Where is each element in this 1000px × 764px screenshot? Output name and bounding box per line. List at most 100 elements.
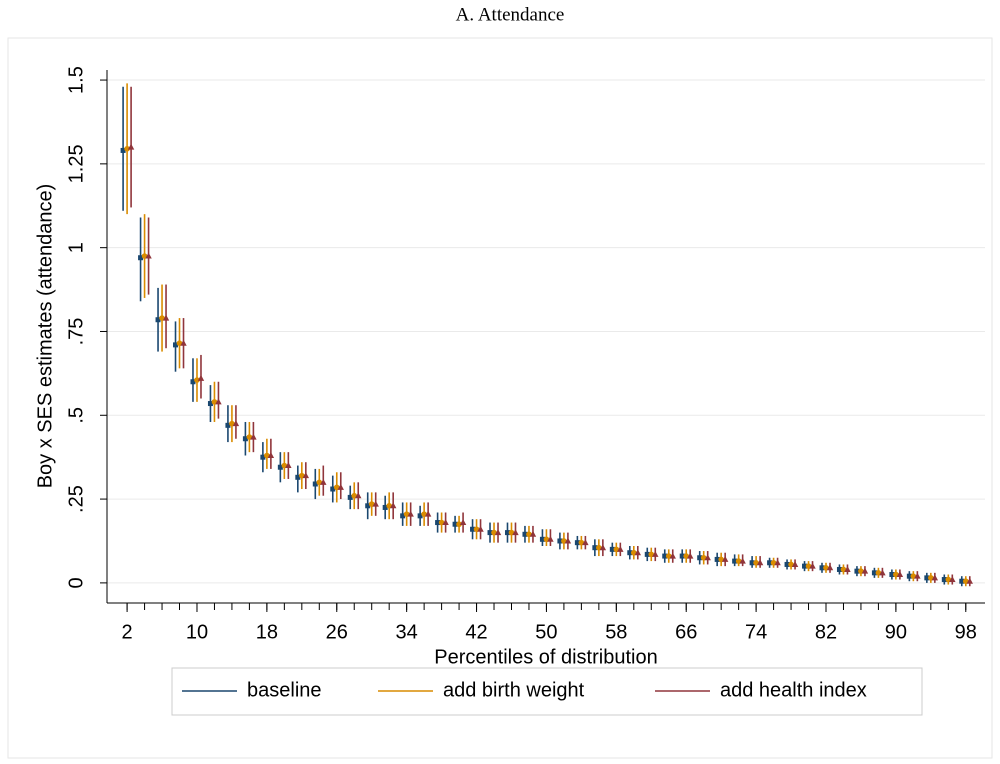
y-tick-label: .75 <box>65 318 87 346</box>
x-tick-label: 50 <box>535 621 557 643</box>
marker <box>574 540 580 546</box>
marker <box>931 574 939 581</box>
marker <box>644 551 650 557</box>
marker <box>145 252 152 259</box>
marker <box>784 561 790 567</box>
marker <box>774 559 781 566</box>
marker <box>155 317 161 323</box>
marker <box>470 526 476 532</box>
marker <box>320 478 327 485</box>
marker <box>372 500 379 507</box>
marker <box>194 377 200 383</box>
marker <box>285 462 292 469</box>
marker <box>424 510 432 517</box>
marker <box>197 374 205 381</box>
marker <box>871 570 877 576</box>
y-tick-label: 1.25 <box>65 144 87 183</box>
marker <box>355 492 362 499</box>
marker <box>599 544 607 551</box>
marker <box>844 565 851 572</box>
marker <box>791 560 799 567</box>
y-tick-label: 1 <box>65 242 87 253</box>
marker <box>330 486 336 492</box>
marker <box>529 530 537 537</box>
marker <box>564 537 572 544</box>
marker <box>277 464 283 470</box>
y-tick-label: 0 <box>65 577 87 588</box>
marker <box>914 572 921 579</box>
marker <box>417 513 423 519</box>
x-tick-label: 34 <box>396 621 418 643</box>
marker <box>756 559 764 566</box>
marker <box>180 339 187 346</box>
marker <box>582 539 589 546</box>
marker <box>267 452 275 459</box>
x-axis-title: Percentiles of distribution <box>434 646 657 668</box>
marker <box>452 521 458 527</box>
marker <box>190 379 196 385</box>
marker <box>522 531 528 537</box>
legend-label: baseline <box>247 679 322 701</box>
marker <box>879 569 886 576</box>
marker <box>295 474 301 480</box>
marker <box>836 566 842 572</box>
chart-title: A. Attendance <box>456 4 565 25</box>
y-tick-label: .5 <box>65 407 87 424</box>
marker <box>697 555 703 561</box>
marker <box>959 578 965 584</box>
marker <box>662 553 668 559</box>
marker <box>819 565 825 571</box>
x-tick-label: 58 <box>605 621 627 643</box>
legend <box>171 667 923 716</box>
marker <box>494 529 502 536</box>
marker <box>337 483 344 490</box>
marker <box>739 557 746 564</box>
marker <box>232 420 240 427</box>
marker <box>547 535 554 542</box>
marker <box>456 521 462 528</box>
x-tick-label: 2 <box>122 621 133 643</box>
marker <box>802 563 808 569</box>
marker <box>861 567 869 574</box>
marker <box>889 572 895 578</box>
marker <box>949 576 956 583</box>
y-tick-label: .25 <box>65 485 87 513</box>
marker <box>400 513 406 519</box>
marker <box>652 550 659 557</box>
marker <box>120 147 126 153</box>
marker <box>854 568 860 574</box>
legend-label: add health index <box>720 679 867 701</box>
marker <box>347 494 353 500</box>
marker <box>687 552 694 559</box>
x-tick-label: 26 <box>326 621 348 643</box>
marker <box>512 529 519 536</box>
marker <box>260 454 266 460</box>
marker <box>924 575 930 581</box>
marker <box>225 422 231 428</box>
marker <box>966 577 973 584</box>
x-tick-label: 98 <box>955 621 977 643</box>
x-tick-label: 18 <box>256 621 278 643</box>
y-axis-title: Boy x SES estimates (attendance) <box>34 184 56 489</box>
marker <box>382 504 388 510</box>
marker <box>207 401 213 407</box>
x-tick-label: 90 <box>885 621 907 643</box>
marker <box>138 255 144 261</box>
marker <box>242 436 248 442</box>
marker <box>539 536 545 542</box>
marker <box>767 560 773 566</box>
marker <box>127 143 135 150</box>
marker <box>250 433 257 440</box>
marker <box>365 503 371 509</box>
marker <box>732 558 738 564</box>
marker <box>477 525 484 532</box>
chart-frame <box>7 37 993 759</box>
y-tick-label: 1.5 <box>65 66 87 94</box>
legend-label: add birth weight <box>443 679 585 701</box>
x-tick-label: 66 <box>675 621 697 643</box>
marker <box>609 546 615 552</box>
marker <box>312 481 318 487</box>
marker <box>634 549 641 556</box>
